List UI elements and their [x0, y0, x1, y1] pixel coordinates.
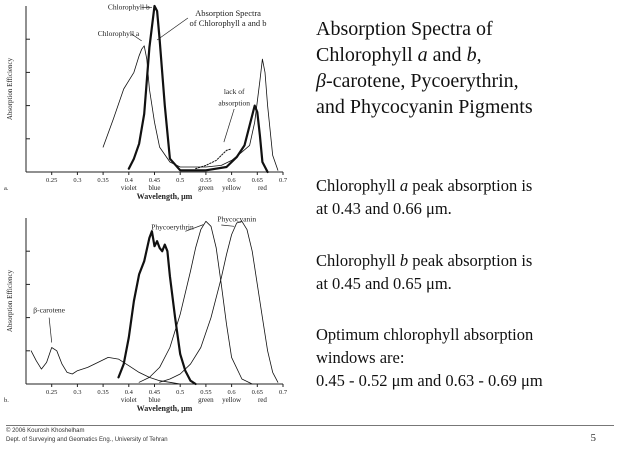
color-band-label: blue	[148, 396, 160, 404]
annotation-label: lack of	[224, 87, 245, 96]
annotation-label: Chlorophyll a	[98, 29, 140, 38]
text-run: Chlorophyll	[316, 176, 400, 195]
annotation-label: Chlorophyll b	[108, 2, 150, 11]
slide-title: Absorption Spectra of Chlorophyll a and …	[316, 16, 616, 120]
color-band-label: violet	[121, 396, 137, 404]
panel-label: a.	[4, 185, 9, 192]
chart-title-line: Absorption Spectra	[195, 8, 261, 18]
x-tick-label: 0.5	[176, 177, 184, 184]
series-phycoerythrin-line	[138, 220, 253, 385]
x-tick-label: 0.35	[97, 389, 108, 396]
x-tick-label: 0.25	[46, 389, 57, 396]
x-tick-label: 0.6	[228, 177, 237, 184]
x-tick-label: 0.55	[200, 177, 211, 184]
chlorophyll-a-peak-text: Chlorophyll a peak absorption is at 0.43…	[316, 174, 616, 220]
text-run-italic: b	[399, 251, 409, 270]
chart-a-absorption-chlorophyll: 0.25 0.3 0.35 0.4 0.45 0.5 0.55 0.6 0.65 0.7 viole…	[4, 2, 288, 201]
text-line: windows are:	[316, 348, 405, 367]
x-tick-label: 0.35	[97, 177, 108, 184]
x-tick-label: 0.5	[176, 389, 184, 396]
color-band-label: yellow	[222, 184, 242, 192]
annotation-label: Phycocyanin	[217, 214, 256, 223]
x-tick-label: 0.45	[149, 177, 160, 184]
title-part: ,	[476, 44, 482, 66]
color-band-label: red	[258, 396, 267, 404]
title-line-3: β-carotene, Pycoerythrin,	[316, 68, 616, 94]
x-tick-label: 0.65	[252, 389, 263, 396]
text-run: at 0.43 and 0.66 μm.	[316, 199, 452, 218]
annotation-pointer	[156, 17, 189, 41]
text-panel: Absorption Spectra of Chlorophyll a and …	[316, 16, 616, 390]
x-axis-label: Wavelength, μm	[137, 404, 193, 413]
color-band-label: violet	[121, 184, 137, 192]
color-band-label: yellow	[222, 396, 242, 404]
text-line: Optimum chlorophyll absorption	[316, 325, 534, 344]
x-tick-label: 0.4	[125, 177, 134, 184]
annotation-pointer	[48, 317, 53, 343]
color-band-label: green	[198, 184, 214, 192]
x-tick-label: 0.4	[125, 389, 134, 396]
text-run: peak absorption is	[408, 176, 533, 195]
x-tick-label: 0.7	[279, 389, 288, 396]
x-tick-label: 0.25	[46, 177, 57, 184]
text-run: Chlorophyll	[316, 251, 400, 270]
title-part-italic: a	[417, 44, 428, 66]
x-axis-label: Wavelength, μm	[137, 192, 193, 201]
x-tick-label: 0.3	[73, 389, 81, 396]
text-line: 0.45 - 0.52 μm and 0.63 - 0.69 μm	[316, 371, 543, 390]
x-tick-label: 0.45	[149, 389, 160, 396]
annotation-label: Phycoerythrin	[151, 223, 194, 232]
title-part: and	[427, 44, 467, 66]
title-part: and Phycocyanin Pigments	[316, 96, 533, 118]
chart-title-line: of Chlorophyll a and b	[190, 18, 267, 28]
series-curve-line	[195, 148, 233, 170]
x-tick-label: 0.3	[73, 177, 81, 184]
text-run: at 0.45 and 0.65 μm.	[316, 274, 452, 293]
color-band-label: red	[258, 184, 267, 192]
title-part: Chlorophyll	[316, 44, 418, 66]
x-tick-label: 0.6	[228, 389, 237, 396]
series-thin-background-line	[30, 347, 181, 385]
color-band-label: blue	[148, 184, 160, 192]
title-part: Absorption Spectra of	[316, 18, 493, 40]
footer-copyright: © 2006 Kourosh Khoshelham	[6, 428, 85, 434]
y-axis-label: Absorption Efficiency	[6, 269, 14, 332]
chart-b-absorption-pigments: 0.25 0.3 0.35 0.4 0.45 0.5 0.55 0.6 0.65 0.7 viole…	[4, 214, 288, 413]
annotation-pointer	[223, 108, 235, 143]
optimum-window-text: Optimum chlorophyll absorption windows a…	[316, 323, 616, 392]
footer-department: Dept. of Surveying and Geomatics Eng., U…	[6, 437, 168, 443]
series-chlorophyll-b-line	[127, 4, 269, 174]
title-line-4: and Phycocyanin Pigments	[316, 94, 616, 120]
annotation-label: absorption	[218, 99, 250, 108]
title-part-italic: β	[316, 70, 326, 92]
panel-label: b.	[4, 397, 9, 404]
slide-footer: © 2006 Kourosh Khoshelham Dept. of Surve…	[6, 425, 614, 444]
series-chlorophyll-a-line	[102, 45, 279, 171]
x-tick-label: 0.65	[252, 177, 263, 184]
title-line-1: Absorption Spectra of	[316, 16, 616, 42]
annotation-label: β-carotene	[33, 306, 65, 315]
annotation-pointer	[221, 224, 235, 227]
annotation-pointer	[185, 224, 204, 232]
color-band-label: green	[198, 396, 214, 404]
annotation-pointer	[131, 33, 142, 42]
series-phycocyanin-line	[159, 220, 279, 383]
page-number: 5	[590, 432, 597, 444]
title-line-2: Chlorophyll a and b,	[316, 42, 616, 68]
title-part-italic: b	[466, 44, 477, 66]
text-run-italic: a	[399, 176, 409, 195]
x-tick-label: 0.7	[279, 177, 288, 184]
title-part: -carotene, Pycoerythrin,	[325, 70, 519, 92]
y-axis-label: Absorption Efficiency	[6, 57, 14, 120]
series-carotene-line	[117, 230, 197, 386]
text-run: peak absorption is	[408, 251, 533, 270]
chlorophyll-b-peak-text: Chlorophyll b peak absorption is at 0.45…	[316, 249, 616, 295]
x-tick-label: 0.55	[200, 389, 211, 396]
